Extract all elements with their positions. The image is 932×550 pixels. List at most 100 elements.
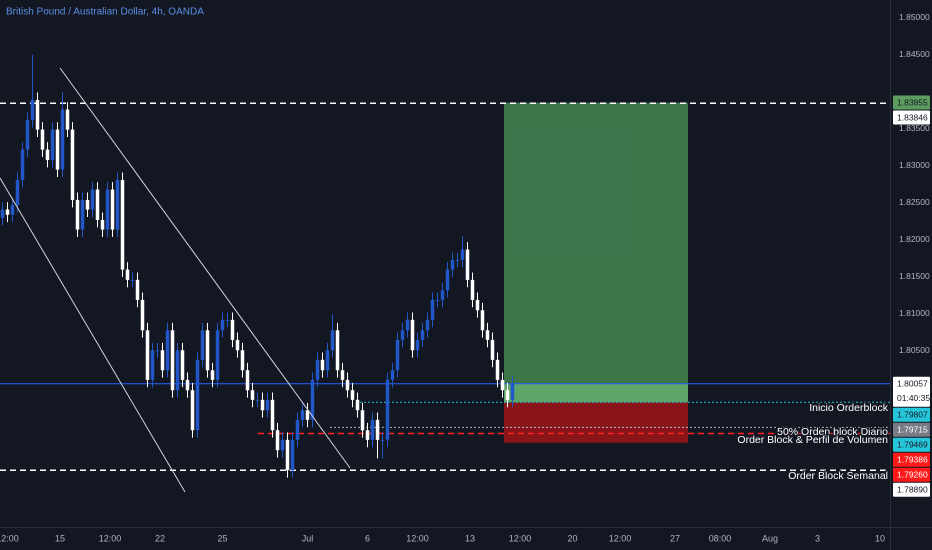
candle-body xyxy=(5,209,10,215)
price-label: 1.80057 xyxy=(897,379,928,389)
x-tick-label: 12:00 xyxy=(609,533,632,543)
annotation: Inicio Orderblock xyxy=(809,402,889,414)
candle-body xyxy=(140,299,145,331)
price-label: 1.79715 xyxy=(897,425,928,435)
candle-body xyxy=(90,189,95,210)
candle-body xyxy=(250,390,255,400)
candle-body xyxy=(25,119,30,150)
candle-body xyxy=(505,390,510,400)
x-tick-label: 12:00 xyxy=(99,533,122,543)
profit-zone xyxy=(504,102,688,403)
y-tick-label: 1.83000 xyxy=(899,160,930,170)
price-label-box xyxy=(893,452,930,467)
price-label-box xyxy=(893,482,930,497)
y-tick-label: 1.84500 xyxy=(899,49,930,59)
candle-body xyxy=(290,439,295,471)
candle-body xyxy=(20,149,25,180)
price-label: 1.79469 xyxy=(897,440,928,450)
candle-body xyxy=(285,439,290,471)
candle-body xyxy=(0,209,5,218)
candle-body xyxy=(405,319,410,331)
candle-body xyxy=(320,359,325,371)
price-label: 1.78890 xyxy=(897,485,928,495)
candle-body xyxy=(145,330,150,380)
candle-body xyxy=(205,330,210,371)
candle-body xyxy=(210,370,215,380)
x-tick-label: 10 xyxy=(875,533,885,543)
price-label: 1.79386 xyxy=(897,455,928,465)
candle-body xyxy=(490,339,495,360)
x-tick-label: 27 xyxy=(670,533,680,543)
candle-body xyxy=(295,419,300,440)
candle-body xyxy=(280,439,285,451)
candle-body xyxy=(100,219,105,230)
candle-body xyxy=(425,319,430,331)
candle-body xyxy=(315,359,320,380)
price-label-box xyxy=(893,422,930,437)
candle-body xyxy=(300,410,305,420)
candle-body xyxy=(435,299,440,301)
candle-body xyxy=(180,350,185,380)
candle-body xyxy=(30,99,35,120)
price-label-box xyxy=(893,376,930,407)
candle-body xyxy=(165,330,170,371)
candle-body xyxy=(495,359,500,380)
candle-body xyxy=(130,279,135,281)
candle-body xyxy=(95,189,100,220)
x-tick-label: 12:00 xyxy=(509,533,532,543)
candle-body xyxy=(265,399,270,411)
candle-body xyxy=(465,249,470,280)
candle-body xyxy=(200,330,205,360)
y-tick-label: 1.83500 xyxy=(899,123,930,133)
x-tick-label: 12:00 xyxy=(406,533,429,543)
candle-body xyxy=(310,379,315,420)
candle-body xyxy=(360,410,365,431)
candle-body xyxy=(65,109,70,130)
candle-body xyxy=(55,129,60,170)
candle-body xyxy=(60,109,65,170)
candle-body xyxy=(345,379,350,391)
x-tick-label: 20 xyxy=(567,533,577,543)
x-tick-label: 6 xyxy=(365,533,370,543)
candle-body xyxy=(110,189,115,230)
annotation: Order Block & Perfil de Volumen xyxy=(737,434,888,446)
y-tick-label: 1.80500 xyxy=(899,345,930,355)
candle-body xyxy=(335,330,340,371)
candle-body xyxy=(135,279,140,300)
candle-body xyxy=(510,383,515,400)
loss-zone xyxy=(504,402,688,443)
price-label-box xyxy=(893,95,930,110)
candle-body xyxy=(450,259,455,270)
candle-body xyxy=(215,330,220,380)
plot-area xyxy=(0,54,890,478)
price-label-box xyxy=(893,407,930,422)
candle-body xyxy=(160,350,165,371)
candle-body xyxy=(410,319,415,351)
candle-body xyxy=(120,179,125,270)
candle-body xyxy=(175,350,180,391)
candle-body xyxy=(15,179,20,206)
candle-body xyxy=(225,319,230,321)
candle-body xyxy=(170,330,175,391)
chart-title: British Pound / Australian Dollar, 4h, O… xyxy=(6,7,204,18)
trend-line xyxy=(0,177,186,493)
candle-body xyxy=(70,129,75,200)
candle-body xyxy=(35,99,40,130)
candle-body xyxy=(260,399,265,411)
candle-body xyxy=(325,350,330,371)
candle-body xyxy=(125,269,130,280)
candle-body xyxy=(185,379,190,391)
candle-body xyxy=(460,249,465,260)
y-tick-label: 1.82500 xyxy=(899,197,930,207)
candle-body xyxy=(455,259,460,261)
candle-body xyxy=(355,399,360,411)
x-tick-label: 22 xyxy=(155,533,165,543)
candle-body xyxy=(195,359,200,431)
candle-body xyxy=(480,310,485,331)
candle-body xyxy=(365,430,370,440)
candle-body xyxy=(230,319,235,340)
candle-body xyxy=(415,339,420,351)
candle-body xyxy=(50,129,55,160)
